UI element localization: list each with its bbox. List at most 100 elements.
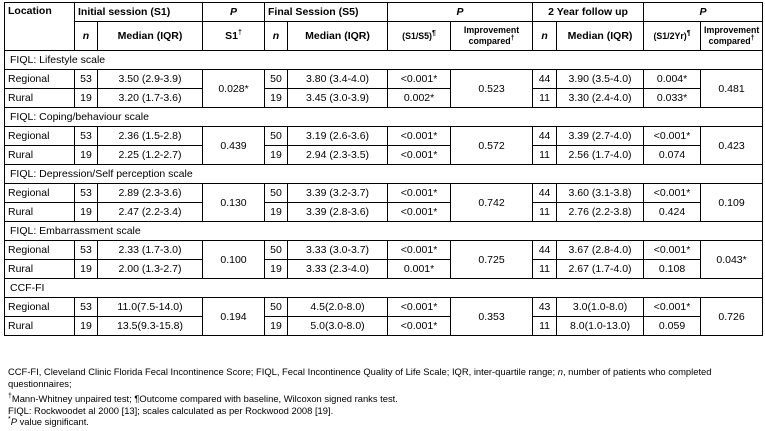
median-2yr-cell: 3.39 (2.7-4.0): [556, 126, 645, 146]
p-improvement-2yr-cell: 0.423: [700, 126, 764, 165]
footnote-fiql-source: FIQL: Rockwoodet al 2000 [13]; scales ca…: [8, 404, 334, 416]
median-s1-cell: 3.20 (1.7-3.6): [96, 88, 204, 108]
section-title: CCF-FI: [3, 278, 764, 298]
median-2yr-cell: 2.67 (1.7-4.0): [556, 259, 645, 279]
n-s5-cell: 50: [264, 126, 289, 146]
p-s12yr-cell: 0.033*: [643, 88, 702, 108]
p-s1-cell: 0.439: [202, 126, 266, 165]
location-cell: Regional: [4, 183, 75, 203]
footnote-abbreviations: CCF-FI, Cleveland Clinic Florida Fecal I…: [8, 366, 712, 389]
location-cell: Rural: [4, 202, 75, 222]
n-s1-cell: 19: [74, 88, 98, 108]
n-s5-cell: 50: [264, 297, 289, 317]
median-s1-cell: 11.0(7.5-14.0): [96, 297, 204, 317]
median-s5-cell: 3.19 (2.6-3.6): [287, 126, 389, 146]
table-row: Rural 19 13.5(9.3-15.8) 19 5.0(3.0-8.0) <0.00…: [4, 316, 763, 336]
table-row: Rural 19 2.47 (2.2-3.4) 19 3.39 (2.8-3.6) <0.…: [4, 202, 763, 222]
results-table: Location Initial session (S1) P Final Se…: [3, 2, 764, 336]
p-s1s5-cell: <0.001*: [387, 145, 452, 165]
n-2yr-cell: 11: [532, 88, 558, 108]
median-2yr-cell: 3.0(1.0-8.0): [556, 297, 645, 317]
median-s5-cell: 3.45 (3.0-3.9): [287, 88, 389, 108]
median-s5-cell: 2.94 (2.3-3.5): [287, 145, 389, 165]
p-s12yr-cell: 0.059: [643, 316, 702, 336]
median-s1-cell: 2.47 (2.2-3.4): [96, 202, 204, 222]
median-s5-cell: 3.80 (3.4-4.0): [287, 69, 389, 89]
n-s1-cell: 53: [74, 126, 98, 146]
n-s5-cell: 19: [264, 316, 289, 336]
p-s12yr-cell: <0.001*: [643, 126, 702, 146]
section-header-row: CCF-FI: [3, 278, 764, 298]
n-s1-cell: 19: [74, 316, 98, 336]
n-2yr-cell: 11: [532, 202, 558, 222]
p-s1s5-cell: <0.001*: [387, 297, 452, 317]
table-row: Regional 53 2.36 (1.5-2.8) 0.439 50 3.19 (2.6…: [4, 126, 764, 165]
p-s12yr-cell: <0.001*: [643, 297, 702, 317]
n-s1-cell: 53: [74, 183, 98, 203]
section-header-row: FIQL: Coping/behaviour scale: [3, 107, 764, 127]
median-s5-cell: 3.39 (2.8-3.6): [287, 202, 389, 222]
n-s1-cell: 19: [74, 259, 98, 279]
p-improvement-2yr-cell: 0.109: [700, 183, 764, 222]
median-s5-cell: 5.0(3.0-8.0): [287, 316, 389, 336]
median-s5-cell: 3.33 (2.3-4.0): [287, 259, 389, 279]
n-s5-cell: 19: [264, 88, 289, 108]
n-s1-cell: 19: [74, 202, 98, 222]
header-improvement-2yr: Improvement compared†: [700, 21, 764, 51]
p-improvement-s5-cell: 0.353: [450, 297, 534, 336]
header-p-s5: P: [387, 2, 534, 22]
median-s1-cell: 2.36 (1.5-2.8): [96, 126, 204, 146]
table-row: Rural 19 2.25 (1.2-2.7) 19 2.94 (2.3-3.5) <0.…: [4, 145, 763, 165]
header-location: Location: [4, 2, 75, 51]
median-s1-cell: 13.5(9.3-15.8): [96, 316, 204, 336]
p-s1s5-cell: <0.001*: [387, 126, 452, 146]
median-2yr-cell: 3.60 (3.1-3.8): [556, 183, 645, 203]
n-s5-cell: 50: [264, 240, 289, 260]
header-improvement-s5: Improvement compared†: [450, 21, 534, 51]
median-s5-cell: 4.5(2.0-8.0): [287, 297, 389, 317]
median-2yr-cell: 2.56 (1.7-4.0): [556, 145, 645, 165]
n-2yr-cell: 44: [532, 69, 558, 89]
median-2yr-cell: 3.90 (3.5-4.0): [556, 69, 645, 89]
n-s1-cell: 53: [74, 69, 98, 89]
location-cell: Rural: [4, 316, 75, 336]
p-s1s5-cell: <0.001*: [387, 316, 452, 336]
n-s5-cell: 50: [264, 183, 289, 203]
p-s1-cell: 0.028*: [202, 69, 266, 108]
header-initial-session: Initial session (S1): [73, 2, 204, 22]
location-cell: Rural: [4, 145, 75, 165]
p-s12yr-cell: 0.074: [643, 145, 702, 165]
median-s1-cell: 2.00 (1.3-2.7): [96, 259, 204, 279]
header-s12yr: (S1/2Yr)¶: [643, 21, 702, 51]
header-row-1: Location Initial session (S1) P Final Se…: [4, 2, 764, 51]
header-median-s1: Median (IQR): [96, 21, 204, 51]
p-s1s5-cell: <0.001*: [387, 69, 452, 89]
n-s1-cell: 53: [74, 240, 98, 260]
p-s1-cell: 0.130: [202, 183, 266, 222]
p-s12yr-cell: 0.108: [643, 259, 702, 279]
p-s12yr-cell: <0.001*: [643, 240, 702, 260]
p-s12yr-cell: 0.424: [643, 202, 702, 222]
header-p-s1: P: [202, 2, 266, 22]
location-cell: Regional: [4, 240, 75, 260]
header-final-session: Final Session (S5): [264, 2, 389, 22]
p-s12yr-cell: <0.001*: [643, 183, 702, 203]
section-header-row: FIQL: Depression/Self perception scale: [3, 164, 764, 184]
section-header-row: FIQL: Lifestyle scale: [3, 50, 764, 70]
table-footnotes: CCF-FI, Cleveland Clinic Florida Fecal I…: [8, 366, 760, 428]
median-s1-cell: 2.33 (1.7-3.0): [96, 240, 204, 260]
location-cell: Regional: [4, 126, 75, 146]
section-title: FIQL: Depression/Self perception scale: [3, 164, 764, 184]
n-2yr-cell: 11: [532, 316, 558, 336]
location-cell: Rural: [4, 88, 75, 108]
n-s1-cell: 19: [74, 145, 98, 165]
p-s1s5-cell: 0.002*: [387, 88, 452, 108]
n-2yr-cell: 44: [532, 240, 558, 260]
p-s1s5-cell: <0.001*: [387, 183, 452, 203]
header-follow-up: 2 Year follow up: [532, 2, 645, 22]
footnote-tests: †Mann-Whitney unpaired test; ¶Outcome co…: [8, 392, 398, 404]
median-s1-cell: 3.50 (2.9-3.9): [96, 69, 204, 89]
location-cell: Regional: [4, 297, 75, 317]
header-n-s1: n: [74, 21, 98, 51]
n-2yr-cell: 44: [532, 126, 558, 146]
